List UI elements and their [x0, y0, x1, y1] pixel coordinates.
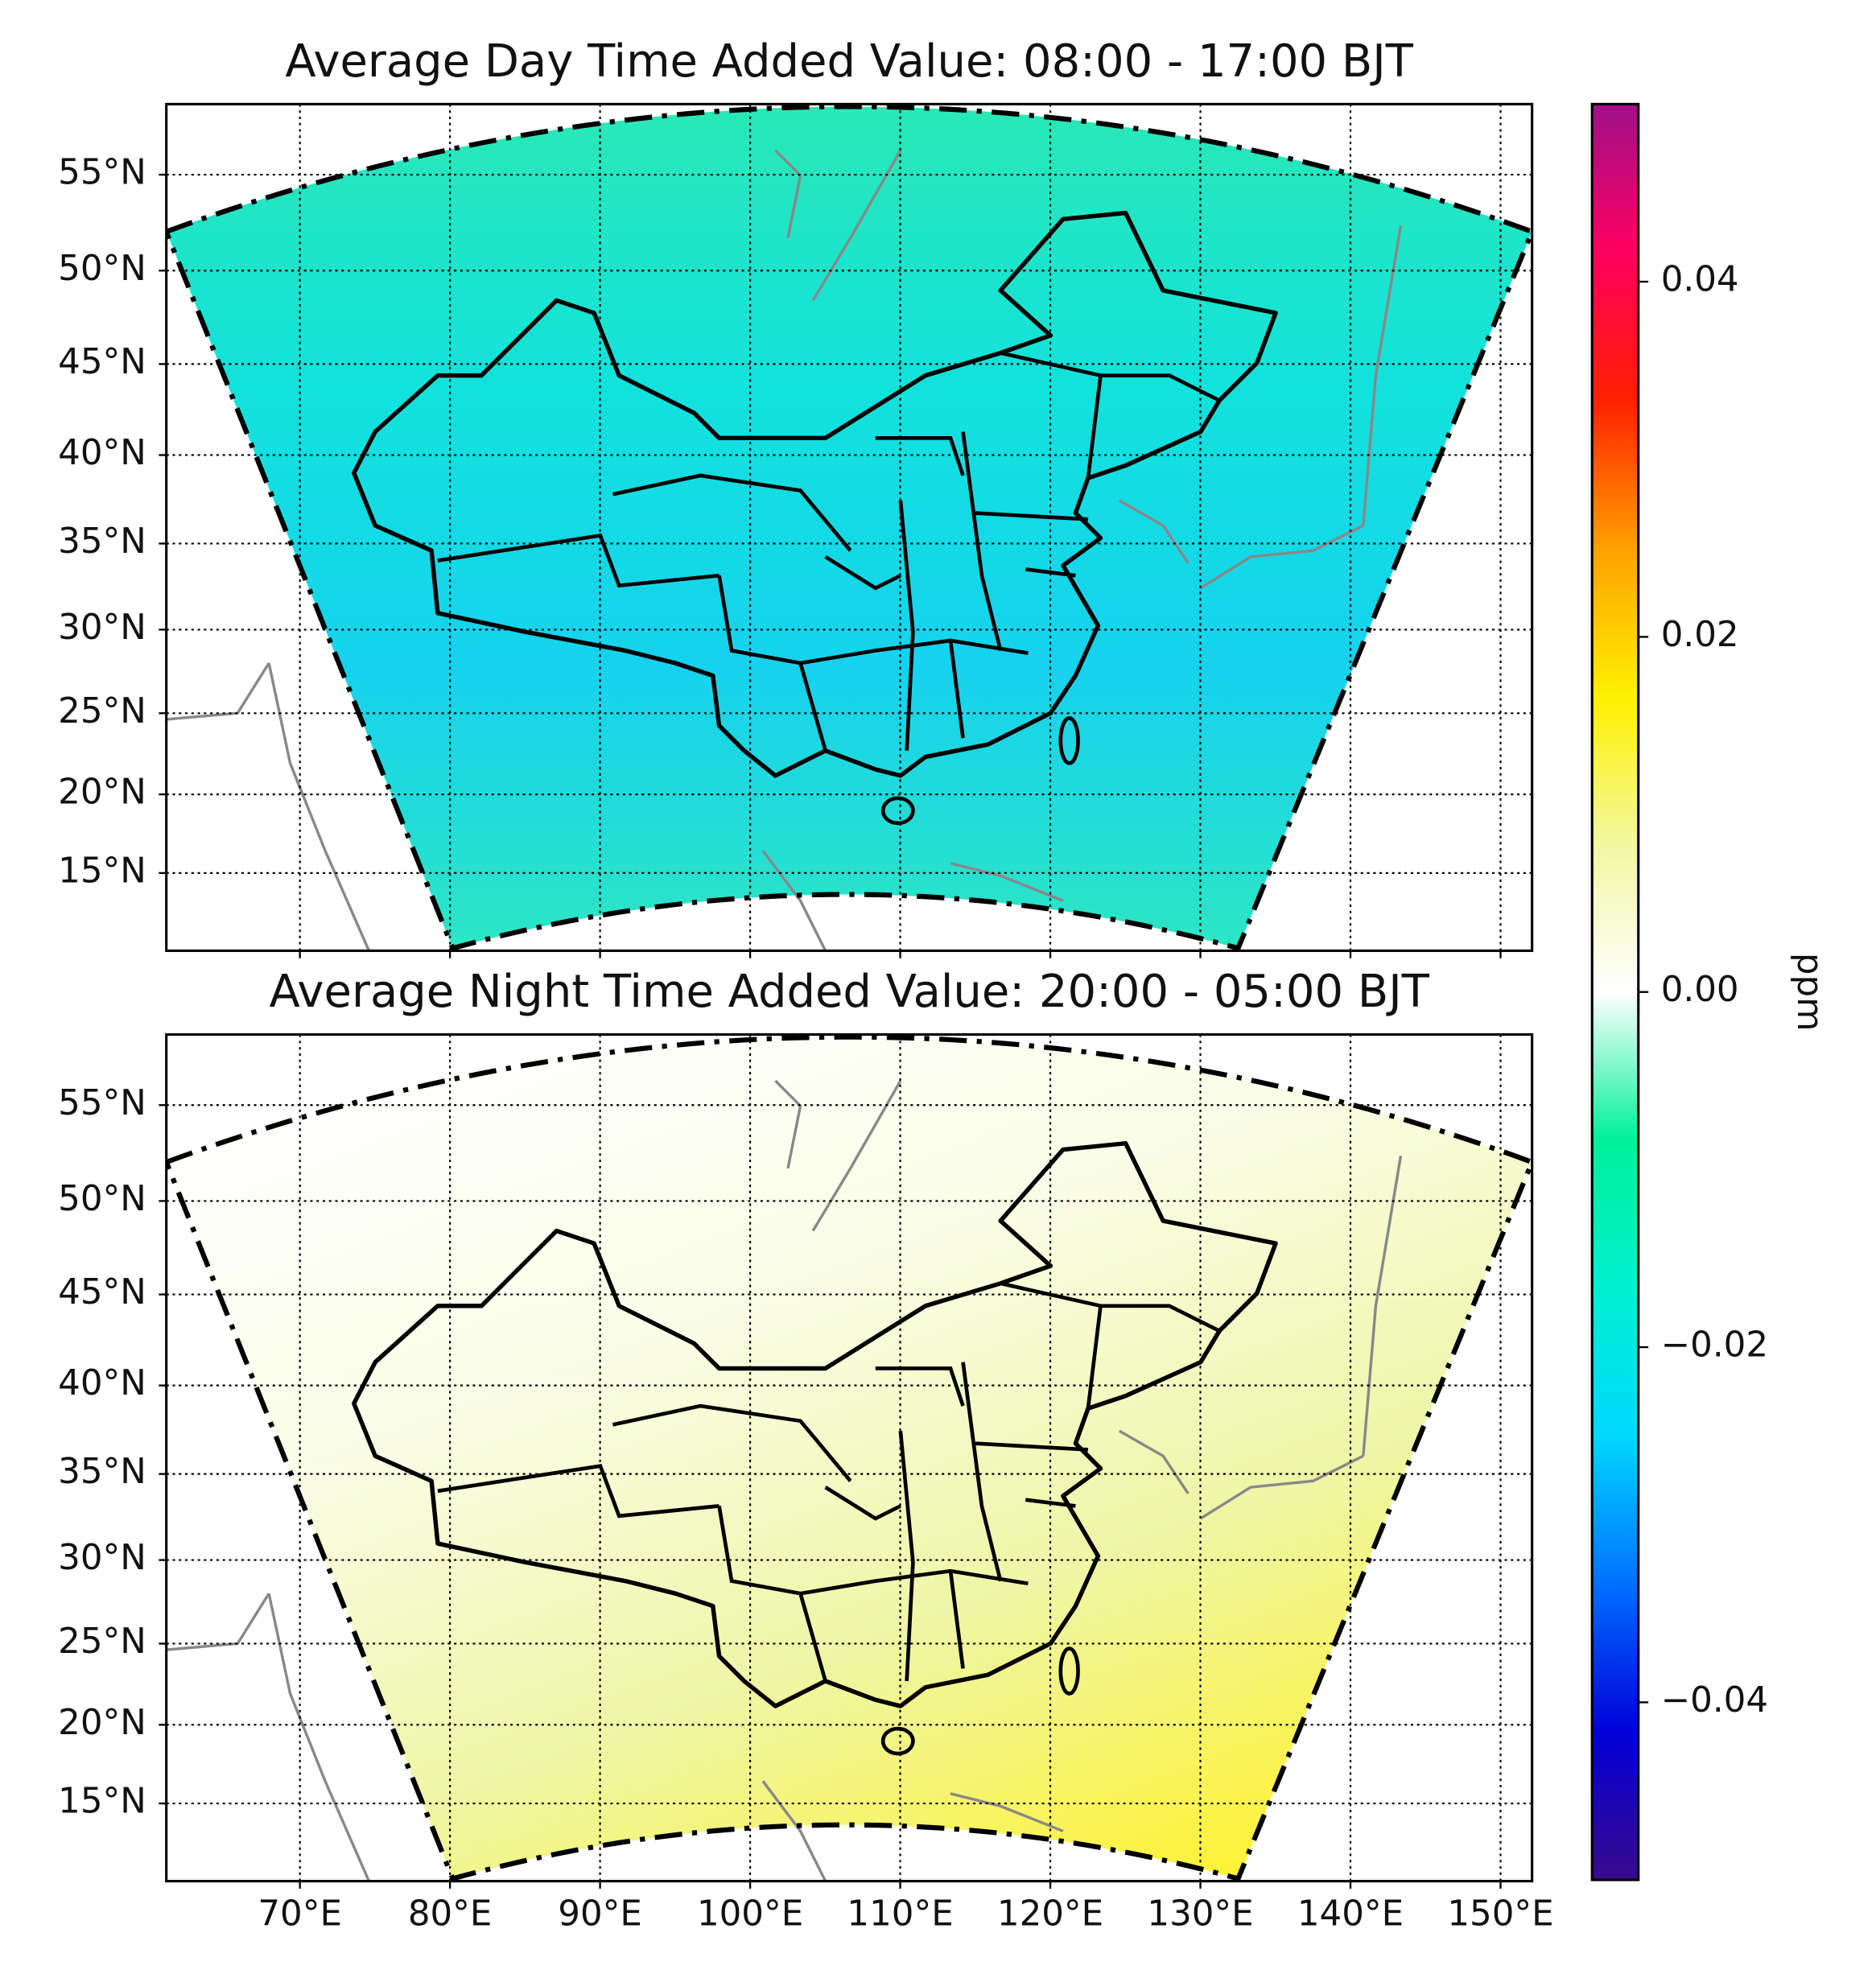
y-tick-label: 30°N [58, 1538, 146, 1578]
taiwan [1058, 1646, 1080, 1696]
colorbar: −0.04 −0.02 0.00 0.02 0.04 ppm [1590, 102, 1829, 1881]
y-tick-label: 15°N [58, 851, 146, 891]
y-tick-label: 25°N [58, 691, 146, 731]
y-tick-label: 35°N [58, 521, 146, 562]
colorbar-tick-label: −0.04 [1661, 1680, 1768, 1721]
y-tick-label: 25°N [58, 1622, 146, 1662]
y-tick-label: 55°N [58, 153, 146, 193]
data-field [166, 1036, 1532, 1879]
x-tick-label: 80°E [408, 1894, 493, 1935]
colorbar-scale [1590, 102, 1640, 1881]
colorbar-tick-label: 0.04 [1661, 260, 1739, 300]
hainan [880, 1726, 915, 1756]
projection [166, 1034, 1532, 1881]
colorbar-tick-label: 0.02 [1661, 615, 1739, 655]
hainan [880, 796, 915, 826]
taiwan [1058, 716, 1080, 765]
x-tick-label: 90°E [558, 1894, 642, 1935]
y-tick-label: 35°N [58, 1452, 146, 1492]
y-tick-label: 40°N [58, 433, 146, 473]
china-border [352, 210, 1278, 778]
domain-boundary [166, 104, 1532, 951]
x-tick-label: 140°E [1297, 1894, 1404, 1935]
colorbar-tick-label: −0.02 [1661, 1325, 1768, 1366]
y-tick-label: 45°N [58, 1272, 146, 1313]
x-tick-label: 70°E [258, 1894, 342, 1935]
china-border [352, 1141, 1278, 1708]
colorbar-label: ppm [1789, 953, 1829, 1032]
y-tick-label: 50°N [58, 249, 146, 289]
axes-frame [165, 1032, 1534, 1883]
projection [166, 104, 1532, 951]
y-tick-label: 45°N [58, 342, 146, 382]
panel-title: Average Day Time Added Value: 08:00 - 17… [285, 35, 1413, 88]
map-area [166, 1034, 1532, 1881]
panel-title: Average Night Time Added Value: 20:00 - … [269, 966, 1429, 1018]
axes-frame [165, 102, 1534, 952]
x-tick-label: 100°E [697, 1894, 803, 1935]
map-panel: 15°N 20°N 25°N 30°N 35°N 40°N 45°N 50°N 55°N Aver… [58, 35, 1534, 958]
y-tick-label: 55°N [58, 1083, 146, 1123]
x-tick-label: 150°E [1447, 1894, 1553, 1935]
domain-boundary [166, 1034, 1532, 1881]
x-tick-label: 120°E [997, 1894, 1103, 1935]
y-tick-label: 30°N [58, 608, 146, 648]
x-tick-label: 130°E [1147, 1894, 1253, 1935]
colorbar-tick-label: 0.00 [1661, 970, 1739, 1010]
map-panel: 70°E 80°E 90°E 100°E 110°E 120°E 130°E 140°E 150… [58, 966, 1553, 1935]
y-tick-label: 40°N [58, 1363, 146, 1403]
y-tick-label: 15°N [58, 1782, 146, 1822]
x-tick-label: 110°E [847, 1894, 953, 1935]
y-tick-label: 20°N [58, 773, 146, 813]
data-field [166, 106, 1532, 949]
y-tick-label: 50°N [58, 1179, 146, 1219]
y-tick-label: 20°N [58, 1703, 146, 1743]
map-area [166, 104, 1532, 951]
